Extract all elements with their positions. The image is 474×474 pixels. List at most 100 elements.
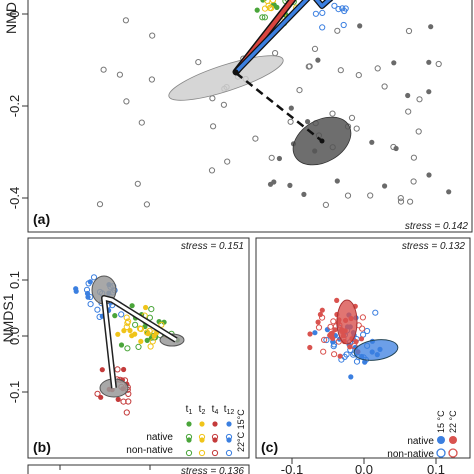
point [319,24,326,31]
point [90,274,98,281]
point [367,192,374,199]
panel-c-label: (c) [261,439,278,455]
panel-a: 0 -0.2 -0.4 NMD (a) stress = 0.142 [3,0,473,233]
point [129,333,135,339]
point [331,2,338,9]
panel-a-ytick-2: -0.4 [7,187,22,209]
panel-a-ytick-0: 0 [7,10,22,17]
point [224,158,231,165]
point [372,309,379,316]
point [319,307,325,313]
point [335,338,342,345]
panel-c-xtick-2: 0.1 [427,462,445,474]
legend-dot [186,421,192,427]
panel-c-legend: native non-native 15 °C 22 °C [387,410,458,460]
point [268,154,275,161]
point [334,27,341,34]
point [319,9,326,16]
panel-b-stress: stress = 0.151 [181,241,244,252]
point [125,318,132,325]
point [252,135,259,142]
point [369,139,375,145]
point [149,338,156,345]
point [382,183,388,189]
point [274,4,280,10]
point [261,5,269,12]
point [330,318,337,325]
panel-c-xtick-1: 0.0 [355,462,373,474]
legend-b-time-1: t2 [199,404,206,416]
panel-c-xtick-0: -0.1 [281,462,303,474]
point [94,306,101,313]
legend-b-nonnative: non-native [126,445,173,456]
point [307,344,313,351]
point [115,396,121,402]
point [393,145,399,152]
point [334,297,340,303]
point [428,24,434,30]
point [138,119,145,126]
point [327,332,333,338]
point [343,351,350,358]
point [148,76,155,83]
point [407,198,414,205]
point [364,327,371,335]
legend-b-native: native [146,432,173,443]
point [305,119,311,125]
legend-c-22: 22 °C [448,410,458,433]
legend-c-nonnative: non-native [387,449,434,460]
point [269,0,277,4]
panel-b-ytick-2: -0.1 [7,381,22,403]
panel-b-legend: t1 t2 t4 t12 native non-native 22°C 15°C [126,404,246,457]
point [347,344,353,350]
point [112,313,118,319]
point [123,98,130,105]
point [209,95,216,102]
point [73,286,79,292]
point [446,189,452,195]
point [121,328,127,334]
point [410,178,417,185]
point [261,0,267,2]
point [254,7,260,13]
point [353,339,359,345]
point [323,336,330,344]
point [121,366,127,373]
point [315,57,321,63]
point [337,353,343,359]
legend-dot [211,449,219,457]
point [435,60,442,68]
point [100,66,107,73]
point [344,192,352,199]
point [416,96,423,103]
legend-b-time-2: t4 [212,404,219,416]
point [129,303,135,309]
panel-a-frame [27,0,473,233]
point [315,324,323,331]
point [319,314,326,321]
point [327,323,334,330]
point [317,311,323,318]
point [220,101,227,108]
point [348,374,354,380]
panel-a-points [96,0,452,208]
point [84,290,91,297]
point [321,336,328,343]
point [132,321,139,328]
panel-c: -0.1 0.0 0.1 (c) stress = 0.132 native n… [255,237,471,474]
point [208,167,216,174]
point [332,327,338,333]
point [85,280,92,287]
point [374,65,381,72]
point [335,6,342,13]
panel-b-frame [27,237,250,459]
legend-dot [199,421,205,427]
point [149,32,156,39]
point [151,333,157,339]
panel-d-stress: stress = 0.136 [181,466,245,474]
point [210,123,217,130]
panel-b-ylabel: NMDS1 [0,293,16,342]
point [143,304,149,311]
point [359,325,366,332]
